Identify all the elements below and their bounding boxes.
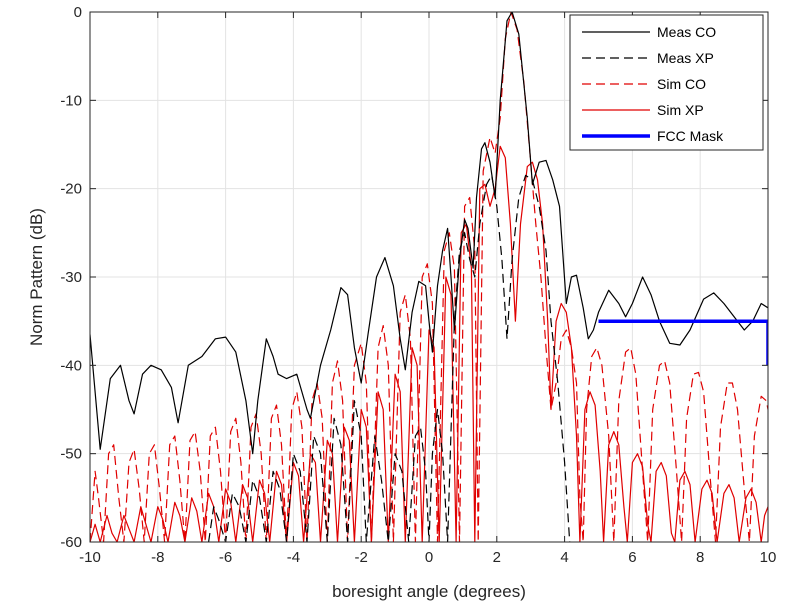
x-tick-label: -8	[151, 549, 164, 566]
legend-label: Meas XP	[657, 50, 714, 66]
x-tick-label: 10	[760, 549, 777, 566]
x-tick-label: -2	[355, 549, 368, 566]
x-tick-label: -6	[219, 549, 232, 566]
x-tick-label: 8	[696, 549, 704, 566]
y-axis-label: Norm Pattern (dB)	[27, 208, 46, 346]
legend-label: Sim XP	[657, 102, 704, 118]
y-tick-label: -30	[60, 269, 82, 286]
y-tick-label: -10	[60, 92, 82, 109]
y-tick-label: -60	[60, 534, 82, 551]
legend: Meas CO Meas XP Sim CO Sim XP FCC Mask	[570, 15, 763, 150]
x-axis-label: boresight angle (degrees)	[332, 582, 526, 601]
x-tick-label: -10	[79, 549, 101, 566]
y-tick-label: 0	[74, 4, 82, 21]
legend-label: FCC Mask	[657, 128, 724, 144]
x-tick-label: 6	[628, 549, 636, 566]
y-tick-label: -40	[60, 357, 82, 374]
x-tick-label: 0	[425, 549, 433, 566]
legend-label: Meas CO	[657, 24, 716, 40]
y-tick-label: -50	[60, 446, 82, 463]
x-tick-label: 2	[493, 549, 501, 566]
y-tick-label: -20	[60, 181, 82, 198]
x-tick-label: -4	[287, 549, 300, 566]
x-tick-label: 4	[560, 549, 568, 566]
legend-label: Sim CO	[657, 76, 706, 92]
